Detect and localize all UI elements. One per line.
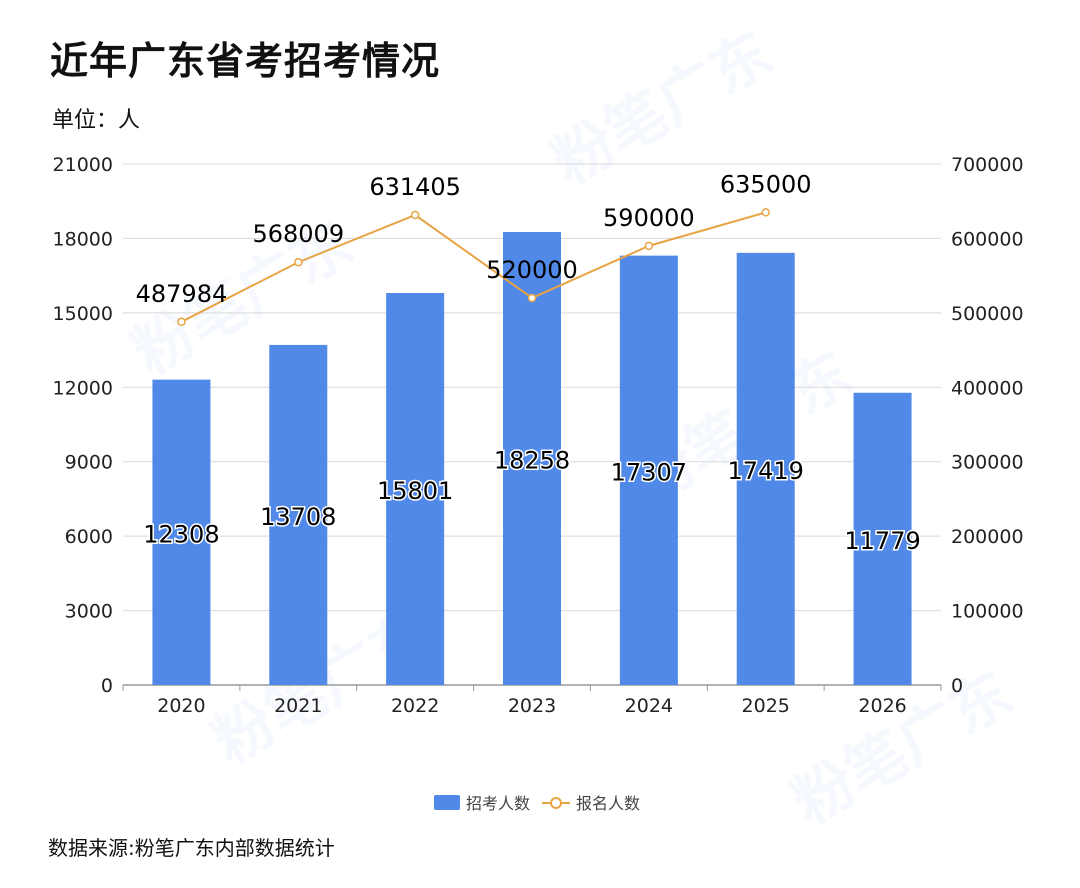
bar bbox=[736, 252, 795, 686]
y-left-tick-label: 0 bbox=[101, 675, 113, 697]
x-tick-label: 2022 bbox=[391, 695, 439, 717]
line-value-label: 568009 bbox=[252, 220, 344, 248]
x-tick-label: 2021 bbox=[274, 695, 322, 717]
x-tick-label: 2023 bbox=[508, 695, 556, 717]
y-left-tick-label: 9000 bbox=[65, 452, 113, 474]
data-source: 数据来源:粉笔广东内部数据统计 bbox=[48, 836, 335, 860]
line-value-label: 635000 bbox=[720, 170, 812, 198]
bar-value-label: 11779 bbox=[844, 527, 920, 555]
legend-line-marker bbox=[550, 797, 562, 809]
bar-value-label: 13708 bbox=[260, 503, 336, 531]
y-left-tick-label: 6000 bbox=[65, 526, 113, 548]
line-point bbox=[527, 293, 537, 303]
bar-value-label: 18258 bbox=[494, 447, 570, 475]
y-left-tick-label: 15000 bbox=[53, 303, 113, 325]
y-right-tick-label: 600000 bbox=[951, 228, 1024, 250]
y-right-tick-label: 500000 bbox=[951, 303, 1024, 325]
y-right-tick-label: 100000 bbox=[951, 601, 1024, 623]
x-tick-label: 2024 bbox=[625, 695, 673, 717]
bar bbox=[269, 344, 328, 685]
x-tick-label: 2020 bbox=[157, 695, 205, 717]
unit-label: 单位：人 bbox=[52, 108, 141, 133]
line-value-label: 631405 bbox=[369, 173, 461, 201]
y-right-tick-label: 400000 bbox=[951, 377, 1024, 399]
y-right-tick-label: 0 bbox=[951, 675, 963, 697]
bar-value-label: 15801 bbox=[377, 477, 453, 505]
bar-value-label: 17419 bbox=[728, 457, 804, 485]
line-value-label: 487984 bbox=[136, 280, 228, 308]
y-left-tick-label: 3000 bbox=[65, 601, 113, 623]
legend-bar-swatch bbox=[434, 795, 460, 810]
bar bbox=[386, 292, 445, 685]
legend-bar-label: 招考人数 bbox=[466, 794, 530, 813]
line-point bbox=[177, 317, 186, 327]
line-point bbox=[761, 208, 770, 217]
line-value-label: 520000 bbox=[486, 256, 578, 284]
y-right-tick-label: 300000 bbox=[951, 452, 1024, 474]
y-left-tick-label: 21000 bbox=[53, 154, 113, 176]
bar bbox=[619, 255, 678, 685]
line-point bbox=[294, 257, 303, 267]
bar bbox=[152, 379, 211, 685]
bar-value-label: 17307 bbox=[611, 458, 687, 486]
legend-line-label: 报名人数 bbox=[576, 794, 640, 813]
y-left-tick-label: 12000 bbox=[53, 377, 113, 399]
line-value-label: 590000 bbox=[603, 204, 695, 232]
bar bbox=[503, 232, 561, 685]
x-tick-label: 2025 bbox=[742, 695, 790, 717]
chart-title: 近年广东省考招考情况 bbox=[50, 39, 441, 83]
x-tick-label: 2026 bbox=[858, 695, 906, 717]
bar-value-label: 12308 bbox=[143, 520, 219, 548]
y-left-tick-label: 18000 bbox=[53, 228, 113, 250]
line-series bbox=[180, 211, 766, 323]
y-right-tick-label: 700000 bbox=[951, 154, 1024, 176]
bar bbox=[853, 392, 912, 685]
line-point bbox=[644, 241, 654, 251]
y-right-tick-label: 200000 bbox=[951, 526, 1024, 548]
line-point bbox=[410, 210, 420, 220]
